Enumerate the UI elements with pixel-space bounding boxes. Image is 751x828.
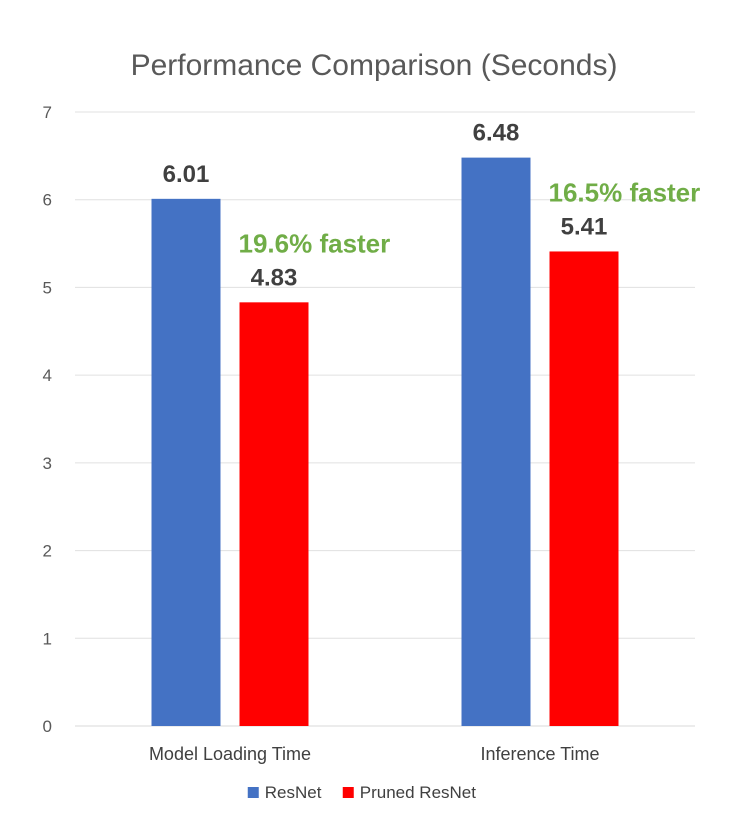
y-tick-label: 7 (43, 103, 52, 122)
bar (151, 198, 221, 726)
y-tick-label: 4 (43, 366, 52, 385)
y-tick-label: 0 (43, 717, 52, 736)
chart-title: Performance Comparison (Seconds) (131, 49, 618, 82)
x-tick-label: Model Loading Time (149, 744, 311, 764)
legend-label: Pruned ResNet (360, 783, 477, 802)
y-tick-label: 5 (43, 278, 52, 297)
annotations: 19.6% faster 16.5% faster (239, 177, 701, 258)
bars (151, 157, 619, 727)
bar (461, 157, 531, 726)
legend-swatch (247, 787, 259, 798)
bar (239, 302, 309, 726)
bar-value-label: 6.01 (163, 161, 210, 188)
legend-label: ResNet (265, 783, 322, 802)
y-tick-label: 1 (43, 629, 52, 648)
speedup-annotation: 19.6% faster (239, 228, 391, 258)
x-tick-label: Inference Time (480, 744, 599, 764)
y-axis-ticks: 0 1 2 3 4 5 6 7 (43, 103, 52, 736)
x-axis-ticks: Model Loading Time Inference Time (149, 744, 600, 764)
y-tick-label: 2 (43, 542, 52, 561)
legend: ResNet Pruned ResNet (247, 783, 477, 802)
legend-swatch (342, 787, 354, 798)
bar-value-label: 4.83 (251, 264, 298, 291)
bar-value-label: 5.41 (561, 213, 608, 240)
y-tick-label: 6 (43, 191, 52, 210)
bar-value-label: 6.48 (473, 120, 520, 147)
bar (549, 251, 619, 727)
y-tick-label: 3 (43, 454, 52, 473)
data-labels: 6.01 4.83 6.48 5.41 (163, 120, 608, 292)
speedup-annotation: 16.5% faster (549, 177, 701, 207)
